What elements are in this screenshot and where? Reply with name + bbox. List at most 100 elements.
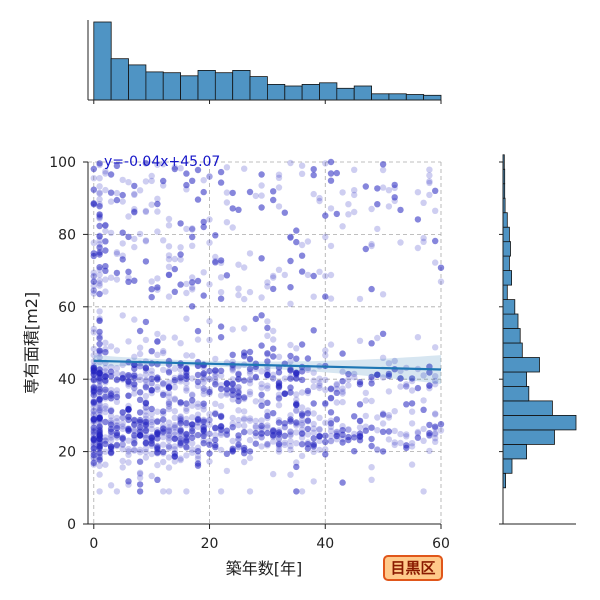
data-point xyxy=(142,432,150,439)
data-point xyxy=(298,430,306,437)
data-point xyxy=(322,352,329,359)
data-point xyxy=(235,261,242,268)
data-point xyxy=(154,449,161,456)
data-point xyxy=(119,375,126,382)
data-point xyxy=(414,189,422,196)
data-point xyxy=(96,420,103,427)
data-point xyxy=(90,239,98,246)
data-point xyxy=(235,441,242,448)
data-point xyxy=(90,278,98,285)
data-point xyxy=(160,416,167,423)
data-point xyxy=(229,380,236,388)
data-point xyxy=(90,287,98,294)
data-point xyxy=(281,420,288,427)
data-point xyxy=(96,350,103,357)
data-point xyxy=(136,187,144,194)
data-point xyxy=(264,382,271,389)
data-point xyxy=(113,370,121,377)
data-point xyxy=(316,426,323,433)
data-point xyxy=(281,439,288,446)
data-point xyxy=(119,425,126,433)
data-point xyxy=(160,380,167,387)
data-point xyxy=(96,203,103,210)
data-point xyxy=(420,234,427,242)
data-point xyxy=(102,267,109,274)
data-point xyxy=(171,165,178,173)
data-point xyxy=(125,405,132,413)
data-point xyxy=(90,407,98,414)
y-hist-bar xyxy=(502,342,523,358)
data-point xyxy=(90,410,98,418)
data-point xyxy=(136,488,144,495)
data-point xyxy=(96,277,103,284)
data-point xyxy=(154,228,161,235)
data-point xyxy=(154,386,161,393)
data-point xyxy=(333,380,340,388)
data-point xyxy=(270,470,277,478)
data-point xyxy=(200,223,207,231)
data-point xyxy=(183,369,190,377)
data-point xyxy=(165,443,173,450)
data-point xyxy=(327,341,335,348)
data-point xyxy=(298,488,306,495)
data-point xyxy=(90,459,98,466)
data-point xyxy=(246,388,254,395)
data-point xyxy=(339,427,346,434)
data-point xyxy=(154,195,161,202)
data-point xyxy=(391,357,398,365)
data-point xyxy=(270,438,277,445)
data-point xyxy=(90,362,98,369)
data-point xyxy=(142,454,150,461)
data-point xyxy=(217,274,225,281)
data-point xyxy=(345,370,352,378)
data-point xyxy=(229,414,236,422)
data-point xyxy=(403,383,410,390)
data-point xyxy=(385,370,393,378)
data-point xyxy=(142,392,150,400)
data-point xyxy=(206,390,213,397)
x-hist-bar xyxy=(162,72,181,101)
data-point xyxy=(200,385,207,392)
data-point xyxy=(426,382,433,389)
data-point xyxy=(177,244,184,251)
x-hist-bar xyxy=(284,85,303,101)
data-point xyxy=(246,417,254,424)
data-point xyxy=(403,401,410,408)
data-point xyxy=(165,437,173,444)
data-point xyxy=(177,400,184,407)
data-point xyxy=(206,386,213,393)
data-point xyxy=(270,274,277,281)
data-point xyxy=(281,209,288,216)
data-point xyxy=(96,407,103,414)
data-point xyxy=(136,373,144,380)
data-point xyxy=(142,382,150,389)
data-point xyxy=(90,386,98,394)
y-hist-bar xyxy=(502,270,513,286)
data-point xyxy=(246,376,254,384)
data-point xyxy=(96,241,103,248)
data-point xyxy=(177,420,184,427)
data-point xyxy=(339,390,346,397)
data-point xyxy=(125,233,132,241)
data-point xyxy=(142,399,150,407)
data-point xyxy=(90,391,98,399)
data-point xyxy=(96,400,103,407)
data-point xyxy=(96,189,103,196)
data-point xyxy=(131,434,138,441)
data-point xyxy=(107,363,115,371)
data-point xyxy=(264,399,271,406)
data-point xyxy=(200,418,207,425)
data-point xyxy=(206,458,213,465)
data-point xyxy=(90,461,98,468)
data-point xyxy=(119,191,126,199)
data-point xyxy=(148,421,155,429)
data-point xyxy=(275,440,283,447)
data-point xyxy=(107,448,115,456)
axes: 0 20 40 60 0 20 40 60 80 100 xyxy=(49,155,450,552)
data-point xyxy=(142,427,150,434)
data-point xyxy=(223,189,231,196)
data-point xyxy=(379,448,387,455)
data-point xyxy=(298,170,306,177)
data-point xyxy=(223,467,231,475)
data-point xyxy=(171,421,178,429)
